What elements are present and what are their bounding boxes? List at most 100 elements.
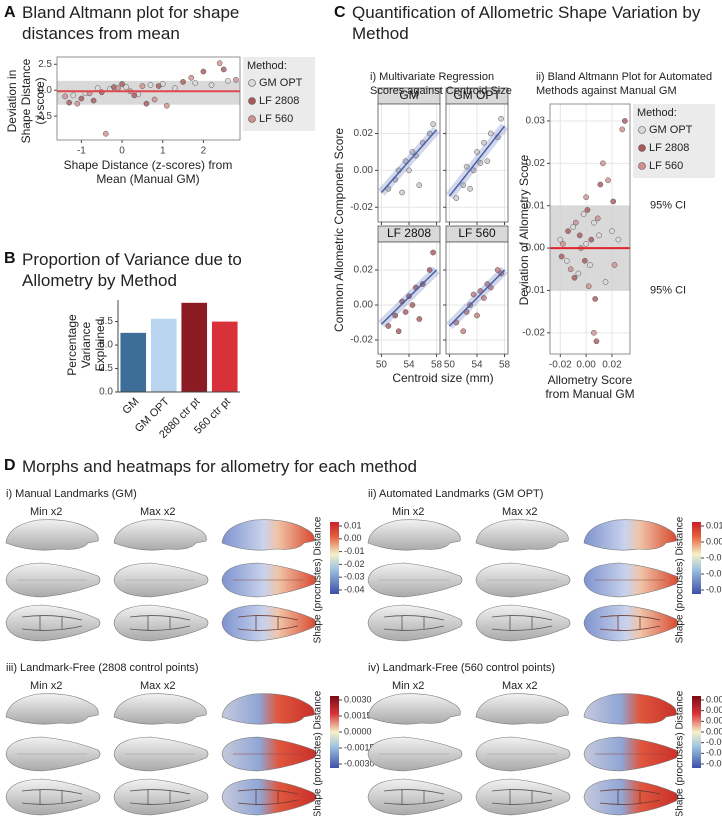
- point: [74, 100, 81, 107]
- skull-morph: [475, 693, 569, 725]
- skull-detail: [383, 615, 445, 631]
- skull-detail: [237, 789, 299, 805]
- colorbar-tick-label: -0.02: [344, 559, 365, 569]
- point: [233, 76, 239, 83]
- point: [560, 240, 566, 247]
- facet-label: LF 560: [458, 226, 496, 240]
- subpanel-title: i) Manual Landmarks (GM): [6, 488, 137, 500]
- y-axis-label: Percentage Variance Explained: [65, 314, 107, 376]
- fit-line: [380, 269, 438, 325]
- point: [592, 296, 599, 302]
- point: [557, 236, 564, 243]
- skull-outline: [583, 604, 679, 642]
- skull-morph: [367, 562, 463, 598]
- skull-detail: [383, 789, 445, 805]
- point: [576, 232, 583, 239]
- facet-label: GM: [399, 88, 418, 102]
- morph-label: Min x2: [30, 680, 62, 692]
- legend-label: LF 2808: [259, 95, 299, 107]
- point: [409, 302, 416, 308]
- y-tick-label: -0.02: [350, 202, 373, 213]
- legend-marker: [638, 162, 646, 170]
- legend-marker: [248, 97, 256, 105]
- legend-marker: [638, 144, 646, 152]
- y-tick-label: 0.0: [99, 387, 113, 398]
- skull-morph: [475, 778, 571, 816]
- x-tick-label: 50: [444, 360, 456, 371]
- point: [596, 232, 602, 239]
- heatmap: [583, 736, 679, 772]
- point: [453, 195, 460, 201]
- x-tick-label: 0: [119, 146, 125, 157]
- fit-line: [380, 129, 438, 193]
- skull-outline: [5, 604, 101, 642]
- legend-title: Method:: [247, 60, 287, 72]
- plot-frame: [445, 241, 509, 355]
- heatmap: [221, 693, 315, 725]
- skull-outline: [221, 778, 317, 816]
- subpanel-title: iv) Landmark-Free (560 control points): [368, 662, 555, 674]
- panel-label: D: [4, 457, 16, 474]
- legend-title: Method:: [637, 107, 677, 119]
- skull-morph: [5, 778, 101, 816]
- x-tick-label: 54: [471, 360, 483, 371]
- morph-label: Max x2: [502, 680, 537, 692]
- colorbar-title: Shape (procrustes) Distance: [313, 516, 324, 643]
- x-tick-label: 54: [403, 360, 415, 371]
- skull-morph: [475, 604, 571, 642]
- point: [220, 66, 227, 73]
- x-tick-label: 0.00: [576, 360, 596, 371]
- point: [593, 338, 600, 345]
- skull-detail: [129, 615, 191, 631]
- y-tick-label: -2.5: [35, 111, 53, 122]
- skull-outline: [5, 778, 101, 816]
- morph-label: Min x2: [392, 680, 424, 692]
- x-tick-label: -0.02: [549, 360, 572, 371]
- skull-detail: [21, 615, 83, 631]
- ci-label: 95% CI: [650, 284, 686, 296]
- skull-morph: [367, 778, 463, 816]
- x-axis-label: Shape Distance (z-scores) from Mean (Man…: [63, 158, 233, 186]
- morph-label: Max x2: [502, 506, 537, 518]
- point: [615, 236, 622, 243]
- skull-detail: [21, 789, 83, 805]
- point: [581, 257, 588, 264]
- y-tick-label: 0.00: [526, 243, 546, 254]
- skull-morph: [5, 693, 99, 725]
- colorbar-tick-label: -0.0015: [344, 742, 375, 752]
- skull-detail: [599, 615, 661, 631]
- skull-outline: [367, 693, 461, 725]
- y-tick-label: 0.02: [354, 265, 374, 276]
- point: [611, 262, 618, 268]
- y-tick-label: 7.5: [99, 316, 113, 327]
- skull-outline: [113, 519, 207, 551]
- colorbar-tick-label: 0.01: [344, 520, 362, 530]
- skull-outline: [221, 693, 315, 725]
- fit-line: [448, 125, 506, 197]
- point: [470, 167, 477, 174]
- skull-outline: [367, 778, 463, 816]
- point: [392, 312, 399, 319]
- colorbar-tick-label: -0.01: [344, 546, 365, 556]
- skull-morph: [113, 519, 207, 551]
- point: [78, 95, 85, 102]
- plot-frame: [377, 241, 441, 355]
- point: [467, 185, 473, 192]
- point: [180, 79, 186, 85]
- point: [587, 262, 593, 268]
- y-axis-label: Common Allometric Componetn Score: [332, 127, 346, 333]
- morph-label: Min x2: [392, 506, 424, 518]
- skull-detail: [491, 615, 553, 631]
- colorbar-tick-label: 0.002: [706, 705, 722, 715]
- point: [463, 163, 470, 170]
- point: [477, 160, 484, 166]
- skull-detail: [129, 789, 191, 805]
- colorbar: [330, 522, 339, 594]
- skull-morph: [475, 562, 571, 598]
- point: [139, 83, 146, 89]
- skull-outline: [367, 519, 461, 551]
- colorbar-tick-label: -0.001: [706, 737, 722, 747]
- point: [583, 194, 589, 201]
- panel-title: Bland Altmann plot for shape distances f…: [22, 3, 240, 43]
- heatmap: [221, 778, 317, 816]
